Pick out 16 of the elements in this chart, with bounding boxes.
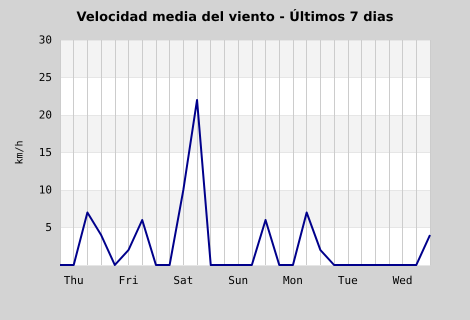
y-axis-title: km/h — [14, 140, 26, 165]
y-tick-label: 10 — [38, 184, 52, 196]
chart-title: Velocidad media del viento - Últimos 7 dias — [76, 8, 394, 25]
x-tick-label: Sat — [173, 274, 194, 287]
y-tick-label: 20 — [38, 108, 52, 122]
y-tick-label: 15 — [38, 146, 52, 159]
x-tick-label: Fri — [118, 274, 138, 287]
x-tick-label: Thu — [64, 274, 84, 287]
x-tick-label: Mon — [283, 274, 303, 287]
y-tick-label: 5 — [45, 221, 52, 234]
y-tick-label: 30 — [38, 34, 52, 46]
line-series — [59, 99, 431, 266]
x-tick-label: Wed — [392, 274, 413, 287]
x-tick-label: Sun — [228, 274, 248, 287]
y-tick-label: 25 — [38, 71, 52, 84]
x-tick-label: Tue — [338, 274, 358, 287]
